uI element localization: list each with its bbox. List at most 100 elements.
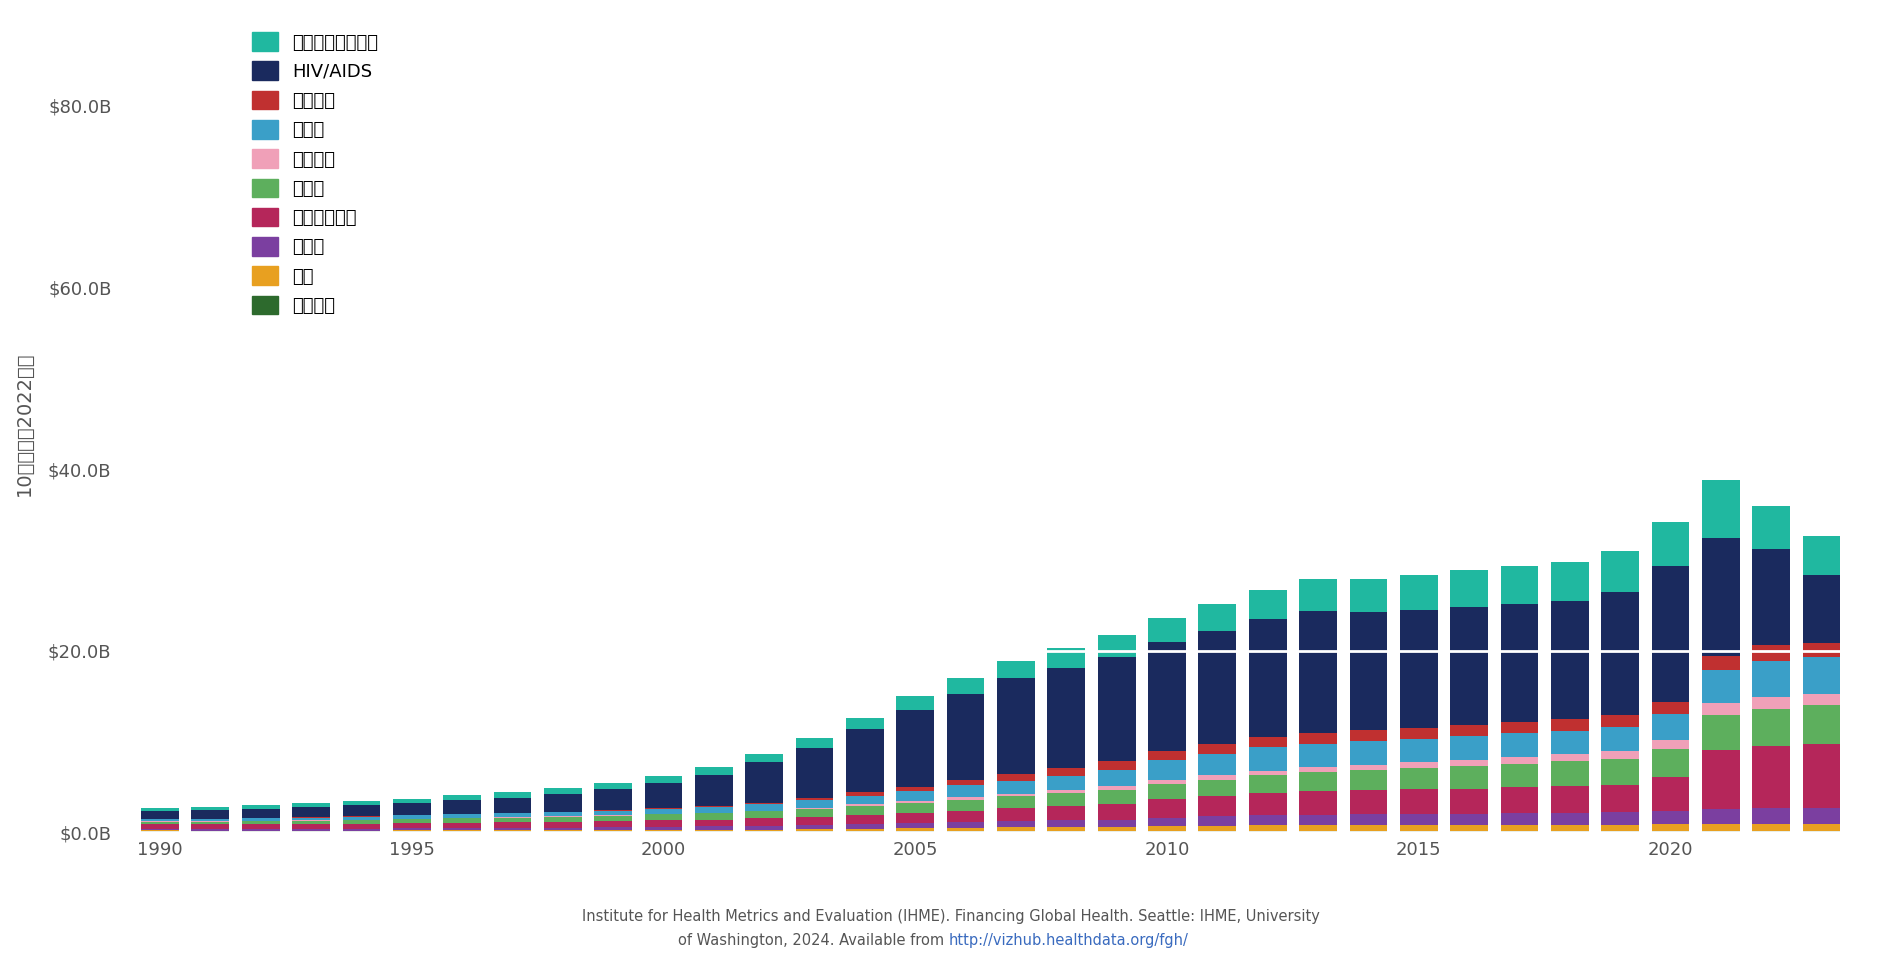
- Bar: [846, 729, 884, 792]
- Bar: [242, 825, 280, 829]
- Bar: [141, 829, 179, 830]
- Bar: [1097, 820, 1135, 827]
- Bar: [1702, 657, 1740, 670]
- Bar: [1651, 749, 1689, 777]
- Bar: [593, 810, 631, 815]
- Bar: [1803, 807, 1841, 824]
- Bar: [645, 827, 683, 830]
- Bar: [694, 775, 732, 806]
- Bar: [293, 807, 329, 817]
- Bar: [293, 824, 329, 828]
- Bar: [242, 804, 280, 808]
- Bar: [795, 798, 833, 801]
- Bar: [1198, 797, 1236, 816]
- Bar: [846, 828, 884, 830]
- Bar: [1601, 715, 1640, 727]
- Bar: [1702, 830, 1740, 832]
- Bar: [192, 819, 230, 821]
- Bar: [1048, 768, 1086, 776]
- Bar: [1198, 631, 1236, 744]
- Bar: [1501, 787, 1539, 813]
- Bar: [593, 831, 631, 832]
- Bar: [1803, 657, 1841, 694]
- Bar: [694, 827, 732, 829]
- Bar: [1702, 824, 1740, 830]
- Bar: [141, 831, 179, 832]
- Bar: [694, 767, 732, 775]
- Bar: [795, 829, 833, 830]
- Bar: [694, 831, 732, 832]
- Bar: [342, 805, 380, 816]
- Bar: [1501, 756, 1539, 763]
- Bar: [342, 801, 380, 805]
- Bar: [846, 824, 884, 828]
- Bar: [1651, 702, 1689, 714]
- Bar: [1299, 611, 1337, 733]
- Bar: [997, 808, 1035, 822]
- Bar: [1149, 760, 1185, 780]
- Bar: [544, 788, 582, 794]
- Bar: [1350, 765, 1387, 771]
- Bar: [1198, 744, 1236, 754]
- Bar: [645, 821, 683, 827]
- Bar: [1250, 589, 1286, 619]
- Bar: [1449, 759, 1487, 766]
- Bar: [544, 817, 582, 822]
- Bar: [947, 798, 985, 800]
- Bar: [1752, 830, 1790, 832]
- Bar: [1550, 786, 1588, 813]
- Y-axis label: 10億ドル（2022年）: 10億ドル（2022年）: [15, 351, 34, 496]
- Bar: [997, 679, 1035, 774]
- Bar: [443, 814, 481, 818]
- Bar: [947, 800, 985, 810]
- Bar: [1752, 708, 1790, 746]
- Bar: [1449, 570, 1487, 607]
- Bar: [1097, 827, 1135, 830]
- Bar: [645, 814, 683, 821]
- Bar: [1449, 766, 1487, 789]
- Bar: [192, 822, 230, 825]
- Bar: [593, 821, 631, 828]
- Bar: [1449, 789, 1487, 814]
- Bar: [1702, 539, 1740, 657]
- Bar: [1149, 618, 1185, 642]
- Bar: [1449, 607, 1487, 725]
- Bar: [795, 809, 833, 817]
- Bar: [192, 831, 230, 832]
- Bar: [242, 818, 280, 821]
- Text: of Washington, 2024. Available from: of Washington, 2024. Available from: [679, 933, 949, 948]
- Text: Institute for Health Metrics and Evaluation (IHME). Financing Global Health. Sea: Institute for Health Metrics and Evaluat…: [582, 908, 1320, 924]
- Bar: [1299, 579, 1337, 611]
- Bar: [192, 806, 230, 810]
- Bar: [1501, 733, 1539, 756]
- Bar: [1299, 830, 1337, 832]
- Bar: [1400, 738, 1438, 762]
- Bar: [997, 661, 1035, 679]
- Bar: [1097, 830, 1135, 832]
- Bar: [1149, 751, 1185, 760]
- Bar: [1550, 719, 1588, 731]
- Bar: [443, 823, 481, 828]
- Bar: [746, 829, 784, 830]
- Bar: [1601, 727, 1640, 751]
- Bar: [1449, 736, 1487, 759]
- Bar: [1501, 565, 1539, 604]
- Bar: [1501, 825, 1539, 830]
- Bar: [1250, 815, 1286, 826]
- Bar: [495, 823, 531, 828]
- Bar: [1250, 793, 1286, 815]
- Bar: [1601, 592, 1640, 715]
- Bar: [1048, 821, 1086, 827]
- Bar: [1048, 648, 1086, 668]
- Bar: [1198, 830, 1236, 832]
- Bar: [846, 830, 884, 832]
- Bar: [1752, 660, 1790, 697]
- Bar: [1400, 789, 1438, 814]
- Bar: [1803, 575, 1841, 643]
- Bar: [394, 828, 430, 830]
- Bar: [947, 823, 985, 828]
- Bar: [1149, 826, 1185, 830]
- Bar: [1752, 645, 1790, 660]
- Bar: [1601, 758, 1640, 784]
- Bar: [293, 818, 329, 820]
